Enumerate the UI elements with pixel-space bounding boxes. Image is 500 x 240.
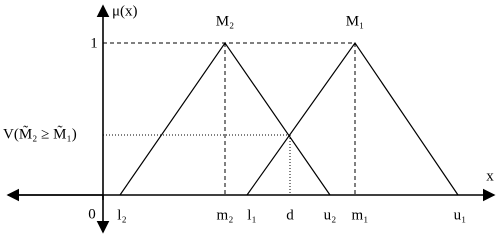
x-axis-label: x — [486, 168, 494, 184]
x-point-label: u₁ — [454, 207, 467, 223]
x-point-label: m₂ — [217, 207, 234, 223]
y-axis-label: μ(x) — [112, 3, 138, 19]
x-point-label: d — [286, 207, 294, 223]
x-point-label: m₁ — [352, 207, 369, 223]
peak-label: M₂ — [216, 13, 235, 29]
one-label: 1 — [90, 35, 98, 51]
origin-label: 0 — [88, 206, 96, 222]
triangle-m1 — [246, 41, 459, 196]
peak-label: M₁ — [346, 13, 365, 29]
x-point-label: u₂ — [324, 207, 337, 223]
x-point-label: l₂ — [117, 207, 126, 223]
x-point-label: l₁ — [247, 207, 256, 223]
level-label: V(M̃₂ ≥ M̃₁) — [3, 126, 77, 143]
